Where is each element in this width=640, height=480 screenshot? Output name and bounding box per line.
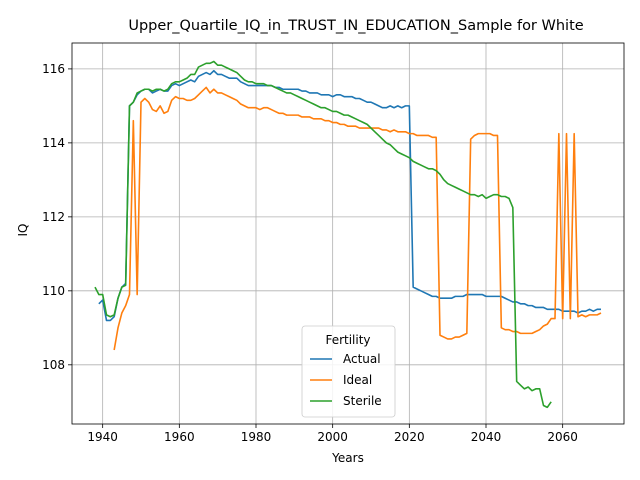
y-axis-label: IQ [16,224,30,237]
legend: Fertility Actual Ideal Sterile [301,325,396,418]
x-axis-label: Years [331,451,364,465]
legend-label-sterile: Sterile [343,394,382,408]
legend-label-actual: Actual [343,352,381,366]
x-tick-label: 1960 [164,430,195,444]
y-axis-ticks: 108 110 112 114 116 [42,62,72,372]
grid [72,43,624,424]
y-tick-label: 116 [42,62,65,76]
x-tick-label: 2040 [471,430,502,444]
legend-label-ideal: Ideal [343,373,372,387]
series-lines [94,60,602,409]
y-tick-label: 108 [42,358,65,372]
x-tick-label: 1940 [87,430,118,444]
x-tick-label: 2020 [394,430,425,444]
x-axis-ticks: 1940 1960 1980 2000 2020 2040 2060 [87,424,578,444]
x-tick-label: 2060 [547,430,578,444]
legend-title: Fertility [325,333,370,347]
y-tick-label: 114 [42,136,65,150]
series-line-actual [98,69,601,322]
chart-title: Upper_Quartile_IQ_in_TRUST_IN_EDUCATION_… [128,18,583,34]
series-line-sterile [94,60,552,409]
y-tick-label: 112 [42,210,65,224]
legend-box [301,325,396,418]
series-line-ideal [113,86,602,351]
legend-entries: Actual Ideal Sterile [310,352,382,408]
plot-area-frame [71,42,625,425]
y-tick-label: 110 [42,284,65,298]
x-tick-label: 1980 [241,430,272,444]
x-tick-label: 2000 [317,430,348,444]
